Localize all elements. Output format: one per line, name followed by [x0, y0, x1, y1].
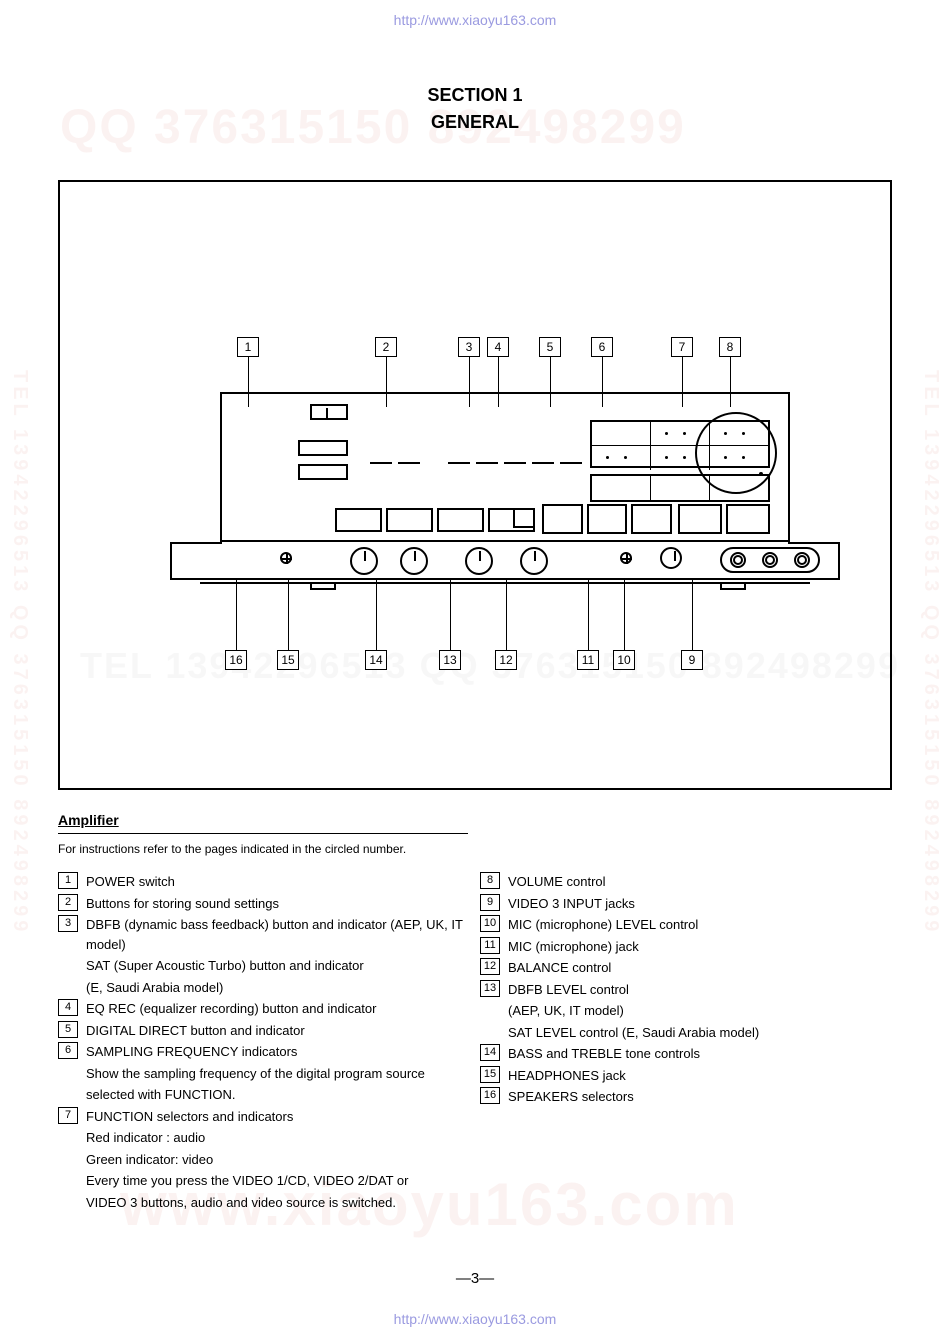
section-title: GENERAL [0, 112, 950, 133]
callout-7: 7 [671, 337, 693, 357]
legend-item-2: 2Buttons for storing sound settings [58, 894, 470, 914]
callout-9: 9 [681, 650, 703, 670]
legend-item-5: 5DIGITAL DIRECT button and indicator [58, 1021, 470, 1041]
legend-item-12: 12BALANCE control [480, 958, 892, 978]
legend-item-13: 13DBFB LEVEL control [480, 980, 892, 1000]
callout-6: 6 [591, 337, 613, 357]
callout-8: 8 [719, 337, 741, 357]
callout-16: 16 [225, 650, 247, 670]
callout-3: 3 [458, 337, 480, 357]
legend-item-7: 7FUNCTION selectors and indicators [58, 1107, 470, 1127]
amplifier-diagram [220, 392, 790, 582]
page-number: —3— [0, 1270, 950, 1287]
figure-frame: 12345678 161514131211109 [58, 180, 892, 790]
callout-2: 2 [375, 337, 397, 357]
legend-item-1: 1POWER switch [58, 872, 470, 892]
legend-item-8: 8VOLUME control [480, 872, 892, 892]
callout-12: 12 [495, 650, 517, 670]
legend: Amplifier For instructions refer to the … [58, 810, 892, 1214]
legend-item-15: 15HEADPHONES jack [480, 1066, 892, 1086]
legend-item-9: 9VIDEO 3 INPUT jacks [480, 894, 892, 914]
legend-item-14: 14BASS and TREBLE tone controls [480, 1044, 892, 1064]
callout-1: 1 [237, 337, 259, 357]
callout-13: 13 [439, 650, 461, 670]
legend-item-11: 11MIC (microphone) jack [480, 937, 892, 957]
legend-item-3: 3DBFB (dynamic bass feedback) button and… [58, 915, 470, 954]
footer-url: http://www.xiaoyu163.com [0, 1311, 950, 1327]
callout-11: 11 [577, 650, 599, 670]
callout-5: 5 [539, 337, 561, 357]
section-number: SECTION 1 [0, 85, 950, 106]
header-url: http://www.xiaoyu163.com [0, 12, 950, 28]
callout-10: 10 [613, 650, 635, 670]
legend-title: Amplifier [58, 810, 892, 831]
callout-4: 4 [487, 337, 509, 357]
legend-item-16: 16SPEAKERS selectors [480, 1087, 892, 1107]
legend-item-4: 4EQ REC (equalizer recording) button and… [58, 999, 470, 1019]
callout-14: 14 [365, 650, 387, 670]
legend-item-6: 6SAMPLING FREQUENCY indicators [58, 1042, 470, 1062]
legend-item-10: 10MIC (microphone) LEVEL control [480, 915, 892, 935]
legend-note: For instructions refer to the pages indi… [58, 840, 892, 858]
callout-15: 15 [277, 650, 299, 670]
